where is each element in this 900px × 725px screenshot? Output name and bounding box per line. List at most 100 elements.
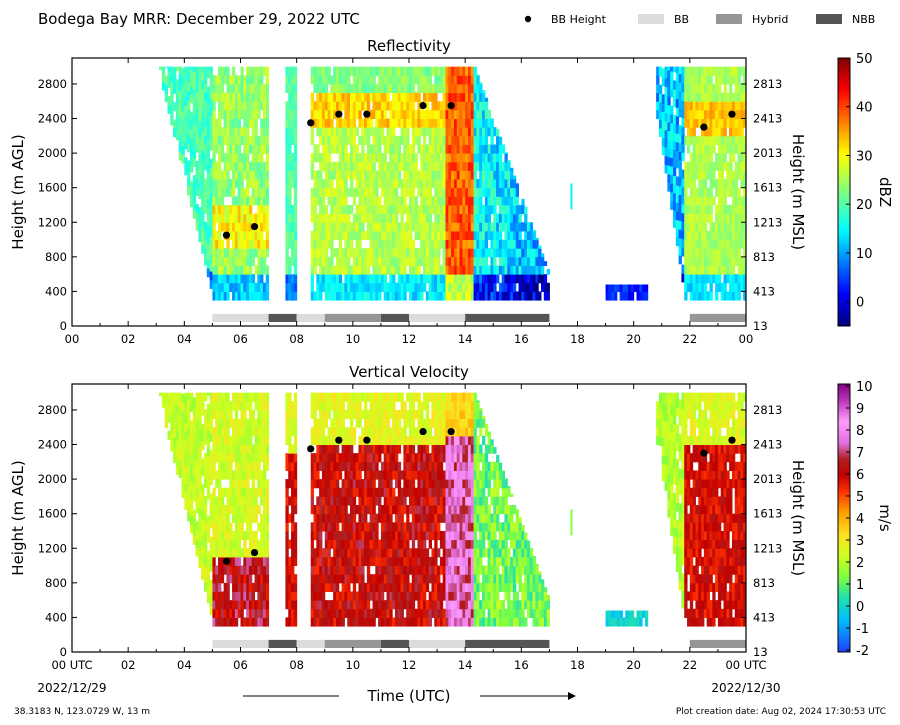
colorbar-tick-label: 7 <box>856 446 864 461</box>
x-tick-label: 18 <box>570 332 585 346</box>
x-tick-label: 14 <box>458 332 473 346</box>
y-tick-label: 2400 <box>38 438 67 452</box>
y-tick-label: 2000 <box>38 146 67 160</box>
x-tick-label: 02 <box>121 332 136 346</box>
y-tick-label-right: 2813 <box>753 77 782 91</box>
colorbar-tick-label: 10 <box>856 380 873 395</box>
bb-class-bb <box>409 313 466 322</box>
x-tick-label: 12 <box>402 332 417 346</box>
y-tick-label: 400 <box>45 610 67 624</box>
x-axis-label: Time (UTC) <box>367 687 451 705</box>
bb-height-point <box>335 110 343 118</box>
x-tick-label: 00 UTC <box>51 658 92 672</box>
x-tick-label: 12 <box>402 658 417 672</box>
y-tick-label: 400 <box>45 284 67 298</box>
bb-height-point <box>307 119 315 127</box>
bb-class-bb <box>212 313 269 322</box>
legend-marker-hybrid <box>716 14 742 24</box>
x-tick-label: 00 UTC <box>725 658 766 672</box>
y-tick-label: 0 <box>60 645 67 659</box>
x-tick-label: 04 <box>177 332 192 346</box>
bb-height-point <box>700 449 708 457</box>
x-tick-label: 14 <box>458 658 473 672</box>
bb-height-point <box>222 557 231 565</box>
y-tick-label: 2800 <box>38 77 67 91</box>
colorbar-tick-label: 2 <box>856 556 864 571</box>
bb-class-nbb <box>465 313 550 322</box>
colorbar-tick-label: -2 <box>856 644 869 659</box>
bb-class-hybrid <box>324 313 381 322</box>
legend: BB Height BB Hybrid NBB <box>524 13 875 26</box>
data-field <box>159 66 747 301</box>
colorbar <box>837 57 851 327</box>
colorbar-tick-label: 1 <box>856 578 864 593</box>
colorbar-tick-label: -1 <box>856 622 869 637</box>
y-axis-label-right: Height (m MSL) <box>789 134 807 250</box>
x-tick-label: 16 <box>514 658 529 672</box>
bb-class-bb <box>296 639 325 648</box>
y-axis-label: Height (m AGL) <box>9 460 27 575</box>
y-tick-label-right: 13 <box>753 319 768 333</box>
colorbar-tick-label: 5 <box>856 490 864 505</box>
y-tick-label: 800 <box>45 250 67 264</box>
x-tick-label: 04 <box>177 658 192 672</box>
y-tick-label-right: 1613 <box>753 507 782 521</box>
colorbar-tick-label: 0 <box>856 600 864 615</box>
x-tick-label: 10 <box>346 658 361 672</box>
y-axis-label: Height (m AGL) <box>9 134 27 249</box>
bb-class-nbb <box>380 313 409 322</box>
bb-height-point <box>419 427 427 436</box>
footer-location: 38.3183 N, 123.0729 W, 13 m <box>14 707 150 717</box>
x-tick-label: 18 <box>570 658 585 672</box>
legend-marker-bb-height <box>524 15 532 23</box>
colorbar-tick-label: 4 <box>856 512 864 527</box>
bb-height-point <box>363 436 371 444</box>
y-tick-label: 1600 <box>38 181 67 195</box>
bb-class-nbb <box>465 639 550 648</box>
colorbar-label: m/s <box>876 504 894 532</box>
y-tick-label: 800 <box>45 576 67 590</box>
legend-label: BB <box>674 13 689 26</box>
bb-height-point <box>363 110 371 118</box>
legend-label: BB Height <box>551 13 607 26</box>
x-tick-label: 10 <box>346 332 361 346</box>
colorbar-label: dBZ <box>876 177 894 207</box>
bb-height-point <box>419 101 427 110</box>
bb-class-hybrid <box>689 313 746 322</box>
y-tick-label-right: 13 <box>753 645 768 659</box>
x-tick-label: 20 <box>626 332 641 346</box>
x-tick-label: 20 <box>626 658 641 672</box>
legend-label: NBB <box>852 13 875 26</box>
x-tick-label: 02 <box>121 658 136 672</box>
bb-class-hybrid <box>324 639 381 648</box>
bb-height-point <box>250 222 259 231</box>
x-tick-label: 22 <box>683 658 698 672</box>
data-field <box>159 392 747 627</box>
colorbar-tick-label: 20 <box>856 198 873 213</box>
y-tick-label: 2800 <box>38 403 67 417</box>
colorbar-tick-label: 0 <box>856 296 864 311</box>
y-tick-label: 1200 <box>38 541 67 555</box>
figure-title: Bodega Bay MRR: December 29, 2022 UTC <box>38 10 360 28</box>
x-tick-label: 06 <box>233 332 248 346</box>
y-tick-label-right: 1213 <box>753 215 782 229</box>
bb-class-nbb <box>268 639 297 648</box>
panel-title: Reflectivity <box>367 37 451 55</box>
date-start: 2022/12/29 <box>37 681 106 695</box>
bb-height-point <box>700 123 708 131</box>
colorbar-tick-label: 8 <box>856 424 864 439</box>
legend-marker-bb <box>638 14 664 24</box>
colorbar-tick-label: 50 <box>856 52 873 67</box>
time-arrow-head <box>568 692 576 700</box>
y-tick-label-right: 2813 <box>753 403 782 417</box>
bb-height-point <box>307 445 315 453</box>
y-tick-label-right: 813 <box>753 250 775 264</box>
bb-class-bb <box>212 639 269 648</box>
x-tick-label: 16 <box>514 332 529 346</box>
y-axis-label-right: Height (m MSL) <box>789 460 807 576</box>
isolated-echo <box>570 509 573 536</box>
bb-height-point <box>222 231 231 239</box>
x-tick-label: 08 <box>289 332 304 346</box>
